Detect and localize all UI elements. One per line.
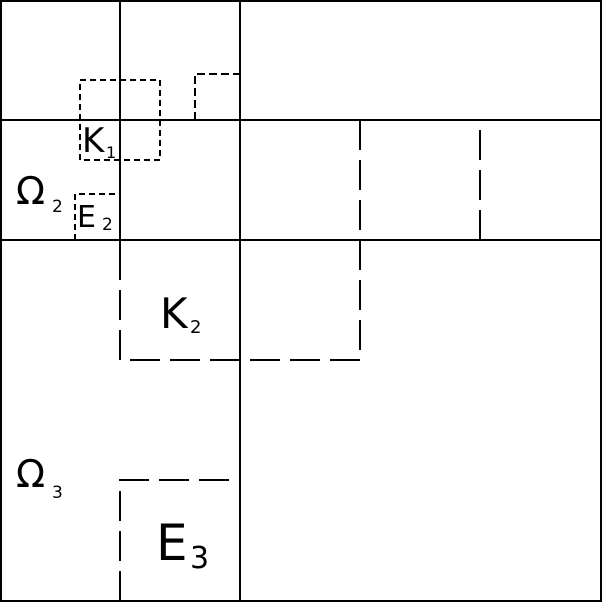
right-region	[479, 119, 601, 240]
label-e2-main: E	[77, 200, 96, 235]
e3-region	[119, 479, 240, 601]
label-omega2-sub: 2	[52, 197, 63, 217]
label-k1-main: K	[82, 121, 106, 161]
label-e3-sub: 3	[190, 541, 209, 576]
solid-lines	[0, 0, 602, 602]
label-k1: K 1	[82, 121, 116, 162]
label-k1-sub: 1	[106, 143, 116, 162]
label-omega3-main: Ω	[16, 452, 45, 496]
label-e3-main: E	[156, 514, 188, 572]
e2-region	[74, 193, 120, 240]
dashed-lines	[74, 73, 601, 601]
label-k2-main: K	[160, 289, 189, 338]
small-top-region	[194, 73, 240, 120]
label-omega3-sub: 3	[52, 483, 63, 503]
label-e2: E 2	[77, 200, 113, 235]
k1-region	[79, 79, 161, 161]
label-e3: E 3	[156, 514, 209, 576]
k2-region	[119, 119, 361, 361]
label-k2-sub: 2	[190, 317, 201, 338]
label-e2-sub: 2	[102, 215, 113, 235]
label-omega3: Ω 3	[16, 452, 63, 503]
label-omega2: Ω 2	[16, 169, 63, 217]
outer-boundary	[0, 0, 602, 602]
label-omega2-main: Ω	[16, 169, 45, 213]
label-k2: K 2	[160, 289, 201, 338]
